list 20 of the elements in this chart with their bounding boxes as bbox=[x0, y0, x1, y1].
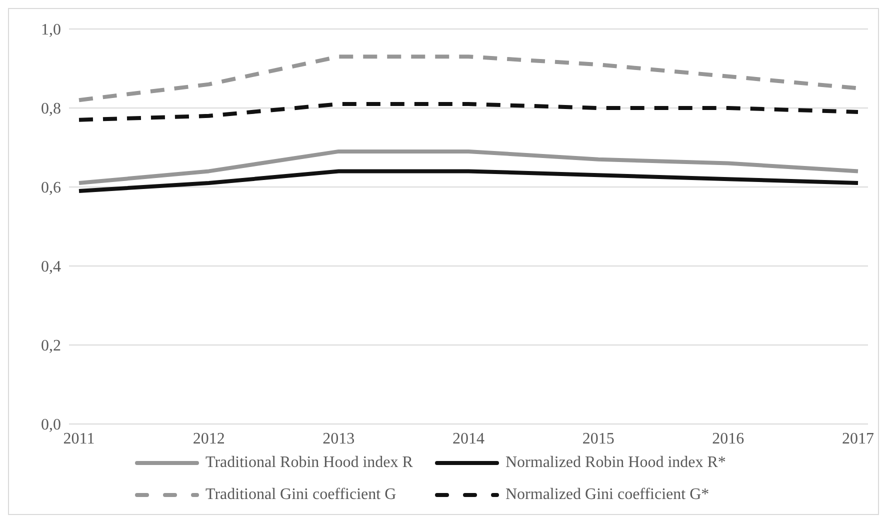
legend-label: Normalized Robin Hood index R* bbox=[506, 454, 726, 472]
y-tick-label: 1,0 bbox=[41, 22, 61, 39]
line-series bbox=[77, 102, 860, 122]
x-tick-label: 2015 bbox=[582, 430, 614, 448]
x-tick-label: 2016 bbox=[712, 430, 744, 448]
x-tick-label: 2013 bbox=[322, 430, 355, 448]
y-tick-label: 0,2 bbox=[41, 338, 61, 355]
y-tick-label: 0,8 bbox=[41, 100, 61, 118]
y-tick-label: 0,4 bbox=[41, 258, 61, 276]
y-tick-label: 0,0 bbox=[41, 416, 61, 434]
x-tick-label: 2014 bbox=[452, 430, 484, 448]
x-tick-label: 2017 bbox=[842, 430, 874, 448]
legend-label: Traditional Robin Hood index R bbox=[206, 454, 413, 472]
line-series bbox=[77, 169, 860, 193]
line-series bbox=[77, 149, 860, 186]
x-tick-label: 2011 bbox=[63, 430, 95, 448]
legend-label: Traditional Gini coefficient G bbox=[206, 486, 396, 504]
legend-label: Normalized Gini coefficient G* bbox=[506, 486, 710, 504]
x-tick-label: 2012 bbox=[192, 430, 225, 448]
y-tick-label: 0,6 bbox=[41, 180, 61, 197]
